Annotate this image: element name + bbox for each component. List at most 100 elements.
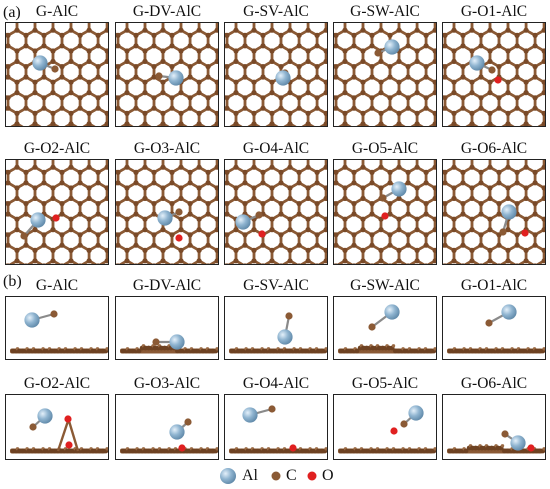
tile-title: G-O3-AlC	[133, 140, 201, 157]
alc-molecule	[152, 334, 185, 350]
structure-tile-a: G-O2-AlC	[5, 140, 109, 265]
aluminum-atom	[501, 204, 517, 220]
legend-label-al: Al	[242, 467, 258, 484]
side-view-frame	[442, 394, 546, 460]
top-view-structure	[6, 23, 108, 126]
o-atom-icon	[307, 471, 317, 481]
top-view-frame	[442, 22, 546, 127]
side-view-frame	[115, 296, 219, 360]
graphene-sheet-side	[229, 447, 327, 454]
aluminum-atom	[501, 304, 517, 320]
structure-tile-b: G-O4-AlC	[224, 375, 328, 460]
tile-title: G-DV-AlC	[132, 3, 202, 20]
alc-molecule	[501, 430, 535, 452]
aluminum-atom	[235, 214, 251, 230]
top-view-structure	[334, 160, 436, 264]
side-view-frame	[115, 394, 219, 460]
alc-molecule	[235, 211, 266, 238]
carbon-atom	[285, 312, 293, 320]
side-view-structure	[120, 418, 218, 454]
side-view-frame	[333, 394, 437, 460]
carbon-atom	[374, 49, 382, 57]
graphene-lattice	[225, 160, 327, 264]
top-view-frame	[5, 22, 109, 127]
structure-tile-b: G-O3-AlC	[115, 375, 219, 460]
tile-title: G-O3-AlC	[133, 375, 201, 392]
oxygen-atom	[289, 444, 297, 452]
graphene-sheet-side	[10, 420, 108, 454]
side-view-structure	[10, 408, 108, 454]
tile-title: G-DV-AlC	[132, 277, 202, 294]
alc-molecule	[374, 39, 400, 57]
aluminum-atom	[275, 70, 291, 86]
structure-tile-a: G-O6-AlC	[442, 140, 546, 265]
side-view-structure	[338, 405, 436, 454]
structure-tile-a: G-O1-AlC	[442, 3, 546, 127]
graphene-lattice	[443, 23, 545, 126]
carbon-atom	[501, 430, 509, 438]
carbon-atom	[50, 310, 58, 318]
aluminum-atom	[168, 70, 184, 86]
aluminum-atom	[242, 407, 258, 423]
carbon-atom	[400, 420, 408, 428]
side-view-structure	[447, 304, 545, 354]
structure-tile-b: G-SV-AlC	[224, 277, 328, 360]
top-view-structure	[334, 23, 436, 126]
top-view-frame	[115, 22, 219, 127]
side-view-frame	[333, 296, 437, 360]
oxygen-atom	[52, 214, 60, 222]
carbon-atom	[268, 405, 276, 413]
top-view-structure	[443, 23, 545, 126]
legend-label-o: O	[322, 467, 334, 484]
structure-tile-b: G-O2-AlC	[5, 375, 109, 460]
aluminum-atom	[37, 408, 53, 424]
carbon-atom	[184, 418, 192, 426]
structure-tile-b: G-AlC	[5, 277, 109, 360]
c-atom-icon	[271, 471, 281, 481]
side-view-structure	[10, 310, 108, 354]
carbon-atom	[499, 228, 507, 236]
tile-title: G-O5-AlC	[351, 140, 419, 157]
top-view-structure	[116, 23, 218, 126]
oxygen-atom	[65, 441, 73, 449]
carbon-atom	[20, 232, 28, 240]
tile-title: G-O6-AlC	[460, 140, 528, 157]
structure-tile-b: G-O1-AlC	[442, 277, 546, 360]
panel-b-label: (b)	[3, 273, 22, 290]
alc-molecule	[32, 55, 59, 73]
carbon-atom	[51, 65, 59, 73]
aluminum-atom	[24, 312, 40, 328]
structure-tile-a: G-O3-AlC	[115, 140, 219, 265]
alc-molecule	[157, 208, 183, 242]
tile-title: G-SV-AlC	[243, 277, 309, 294]
aluminum-atom	[510, 435, 526, 451]
alc-molecule	[20, 212, 60, 240]
aluminum-atom	[30, 212, 46, 228]
tile-title: G-AlC	[35, 277, 79, 294]
tile-title: G-O6-AlC	[460, 375, 528, 392]
structure-tile-b: G-DV-AlC	[115, 277, 219, 360]
graphene-lattice	[6, 160, 108, 264]
carbon-atom	[255, 211, 263, 219]
side-view-frame	[5, 296, 109, 360]
graphene-lattice	[334, 23, 436, 126]
side-view-frame	[442, 296, 546, 360]
legend-label-c: C	[286, 467, 297, 484]
aluminum-atom	[169, 334, 185, 350]
structure-tile-a: G-AlC	[5, 3, 109, 127]
oxygen-atom	[381, 212, 389, 220]
graphene-lattice	[443, 160, 545, 264]
oxygen-atom	[178, 444, 186, 452]
aluminum-atom	[469, 55, 485, 71]
alc-molecule	[275, 69, 291, 86]
side-view-frame	[224, 296, 328, 360]
tile-title: G-SW-AlC	[350, 277, 420, 294]
tile-title: G-O4-AlC	[242, 375, 310, 392]
structure-tile-a: G-O4-AlC	[224, 140, 328, 265]
side-view-structure	[447, 430, 545, 454]
tile-title: G-O2-AlC	[23, 375, 91, 392]
graphene-sheet-side	[10, 347, 108, 354]
top-view-frame	[442, 159, 546, 265]
graphene-sheet-side	[447, 347, 545, 354]
